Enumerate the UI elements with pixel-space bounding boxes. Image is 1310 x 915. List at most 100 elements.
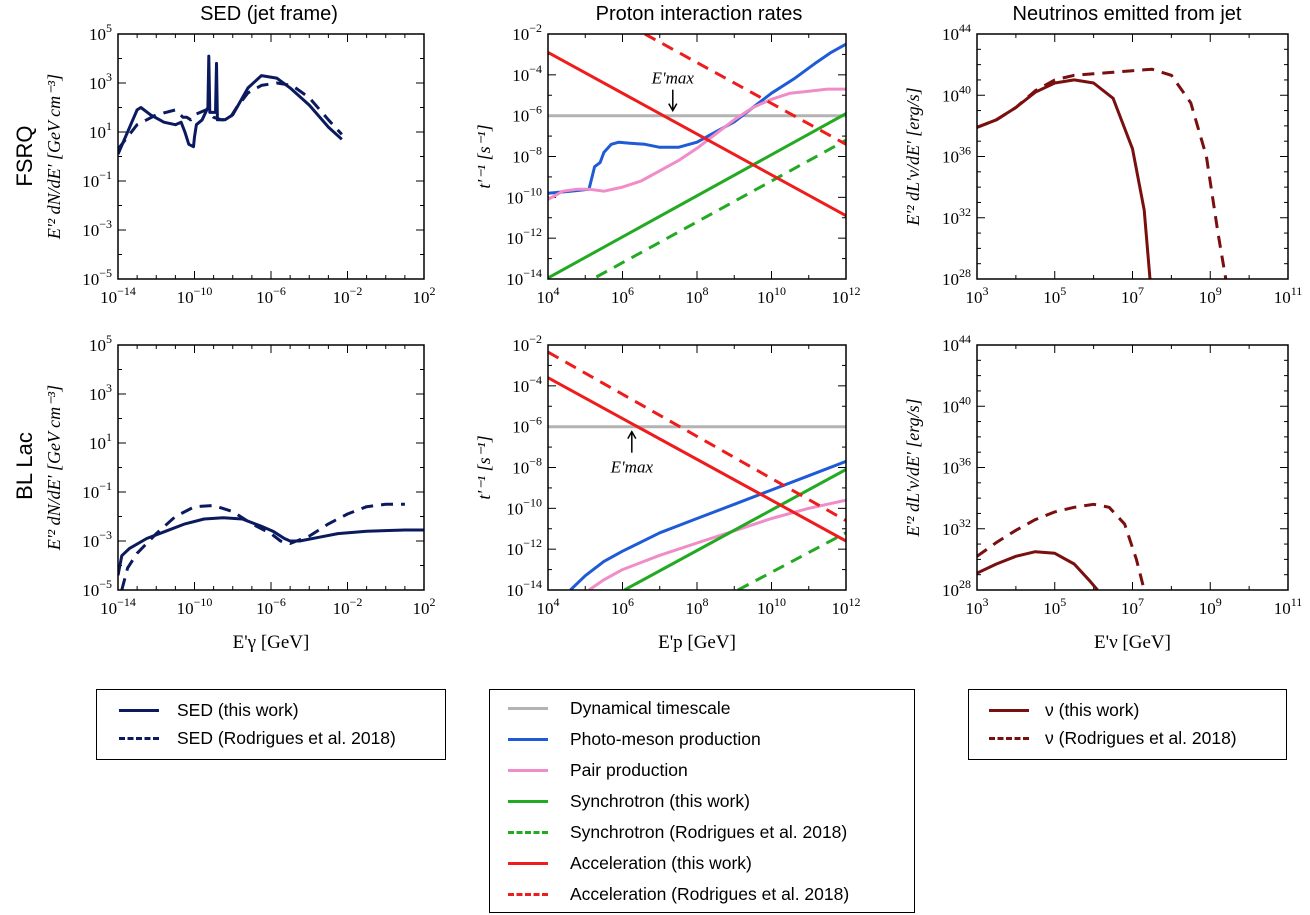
tick-label: 1011 bbox=[1274, 595, 1303, 618]
y-axis-label: E'² dL'ν/dE' [erg/s] bbox=[903, 398, 923, 537]
tick-label: 105 bbox=[89, 332, 112, 355]
series-line bbox=[548, 112, 846, 279]
chart-panel-fsrq-sed: 10−14 10−10 10−6 10−2 102 10−5 10−3 10−1 101 103 1… bbox=[44, 21, 436, 307]
tick-label: 10−12 bbox=[506, 225, 542, 248]
sed-column-title: SED (jet frame) bbox=[200, 3, 338, 25]
nu-legend: ν (this work) ν (Rodrigues et al. 2018) bbox=[968, 689, 1287, 760]
y-axis-label: E'² dN/dE' [GeV cm⁻³] bbox=[44, 385, 64, 551]
legend-item: Synchrotron (this work) bbox=[490, 789, 750, 813]
plot-frame bbox=[547, 33, 847, 280]
tick-label: 10−8 bbox=[512, 144, 542, 167]
tick-label: 1028 bbox=[942, 577, 971, 600]
series-line bbox=[977, 78, 1152, 279]
legend-swatch-solid bbox=[500, 758, 556, 782]
legend-item: ν (Rodrigues et al. 2018) bbox=[969, 726, 1237, 750]
fsrq-row-label: FSRQ bbox=[12, 125, 37, 186]
tick-label: 1036 bbox=[942, 144, 971, 167]
tick-label: 10−10 bbox=[506, 184, 542, 207]
tick-label: 10−6 bbox=[256, 595, 286, 618]
x-axis-label: E'p [GeV] bbox=[658, 632, 736, 653]
tick-label: 10−6 bbox=[256, 284, 286, 307]
tick-label: 10−10 bbox=[506, 495, 542, 518]
tick-label: 103 bbox=[89, 381, 112, 404]
tick-label: 1044 bbox=[942, 21, 971, 44]
series-group bbox=[548, 350, 846, 590]
tick-label: 1010 bbox=[757, 284, 786, 307]
series-line bbox=[737, 531, 846, 590]
series-line bbox=[623, 468, 846, 590]
legend-swatch-dashed bbox=[981, 726, 1037, 750]
tick-label: 10−5 bbox=[82, 577, 112, 600]
tick-label: 1032 bbox=[942, 205, 971, 228]
legend-swatch-dashed bbox=[111, 726, 167, 750]
chart-panel-fsrq-nu: 103 105 107 109 1011 1028 1032 1036 1040 1044 E'² … bbox=[903, 21, 1302, 307]
series-line bbox=[118, 81, 343, 151]
tick-label: 104 bbox=[537, 284, 560, 307]
tick-label: 105 bbox=[1043, 284, 1066, 307]
tick-label: 1028 bbox=[942, 266, 971, 289]
tick-label: 10−4 bbox=[512, 373, 542, 396]
tick-label: 1044 bbox=[942, 332, 971, 355]
legend-item: Dynamical timescale bbox=[490, 696, 730, 720]
tick-label: 105 bbox=[1043, 595, 1066, 618]
series-line bbox=[548, 350, 846, 522]
tick-label: 10−8 bbox=[512, 455, 542, 478]
x-axis-label: E'ν [GeV] bbox=[1094, 632, 1171, 653]
emax-label: E'max bbox=[610, 458, 654, 477]
legend-item: SED (Rodrigues et al. 2018) bbox=[97, 726, 396, 750]
tick-label: 104 bbox=[537, 595, 560, 618]
ticks bbox=[117, 344, 425, 591]
legend-swatch-solid bbox=[500, 727, 556, 751]
tick-label: 10−2 bbox=[512, 21, 542, 44]
tick-label: 102 bbox=[413, 284, 436, 307]
tick-label: 10−10 bbox=[177, 284, 213, 307]
plot-frame bbox=[976, 33, 1289, 280]
series-line bbox=[588, 498, 846, 590]
tick-label: 108 bbox=[686, 595, 709, 618]
tick-label: 10−14 bbox=[506, 266, 542, 289]
bllac-row-label: BL Lac bbox=[12, 432, 37, 500]
series-line bbox=[595, 138, 846, 279]
legend-swatch-solid bbox=[981, 698, 1037, 722]
legend-swatch-solid bbox=[111, 698, 167, 722]
tick-label: 10−1 bbox=[82, 168, 112, 191]
legend-item: Pair production bbox=[490, 758, 688, 782]
tick-label: 10−14 bbox=[100, 595, 136, 618]
legend-item: Acceleration (Rodrigues et al. 2018) bbox=[490, 882, 849, 906]
tick-label: 1012 bbox=[832, 595, 861, 618]
series-group bbox=[118, 54, 343, 155]
series-line bbox=[548, 42, 846, 195]
chart-panel-bllac-sed: 10−14 10−10 10−6 10−2 102 10−5 10−3 10−1 101 103 1… bbox=[44, 332, 436, 653]
tick-label: 1032 bbox=[942, 516, 971, 539]
series-group bbox=[118, 502, 424, 590]
series-group bbox=[977, 502, 1146, 590]
tick-label: 107 bbox=[1121, 595, 1144, 618]
y-axis-label: t'⁻¹ [s⁻¹] bbox=[474, 435, 494, 499]
tick-label: 1040 bbox=[942, 82, 971, 105]
tick-label: 103 bbox=[966, 595, 989, 618]
chart-panel-bllac-nu: 103 105 107 109 1011 1028 1032 1036 1040 1044 E'² … bbox=[903, 332, 1302, 653]
tick-label: 109 bbox=[1199, 284, 1222, 307]
tick-label: 1036 bbox=[942, 455, 971, 478]
tick-label: 10−2 bbox=[333, 595, 363, 618]
tick-label: 1012 bbox=[832, 284, 861, 307]
legend-swatch-solid bbox=[500, 851, 556, 875]
tick-label: 103 bbox=[89, 70, 112, 93]
tick-label: 10−10 bbox=[177, 595, 213, 618]
tick-label: 10−6 bbox=[512, 414, 542, 437]
plot-frame bbox=[976, 344, 1289, 591]
legend-label: Acceleration (this work) bbox=[570, 852, 752, 873]
tick-label: 107 bbox=[1121, 284, 1144, 307]
series-line bbox=[118, 516, 424, 576]
legend-label: Pair production bbox=[570, 759, 688, 780]
tick-label: 103 bbox=[966, 284, 989, 307]
tick-label: 10−14 bbox=[100, 284, 136, 307]
rates-legend: Dynamical timescale Photo-meson producti… bbox=[489, 689, 915, 913]
legend-label: ν (Rodrigues et al. 2018) bbox=[1045, 727, 1237, 748]
legend-swatch-dashed bbox=[500, 820, 556, 844]
tick-label: 10−2 bbox=[512, 332, 542, 355]
series-line bbox=[548, 51, 846, 218]
legend-item: Acceleration (this work) bbox=[490, 851, 752, 875]
emax-arrowhead bbox=[627, 430, 637, 440]
ticks bbox=[117, 33, 425, 280]
